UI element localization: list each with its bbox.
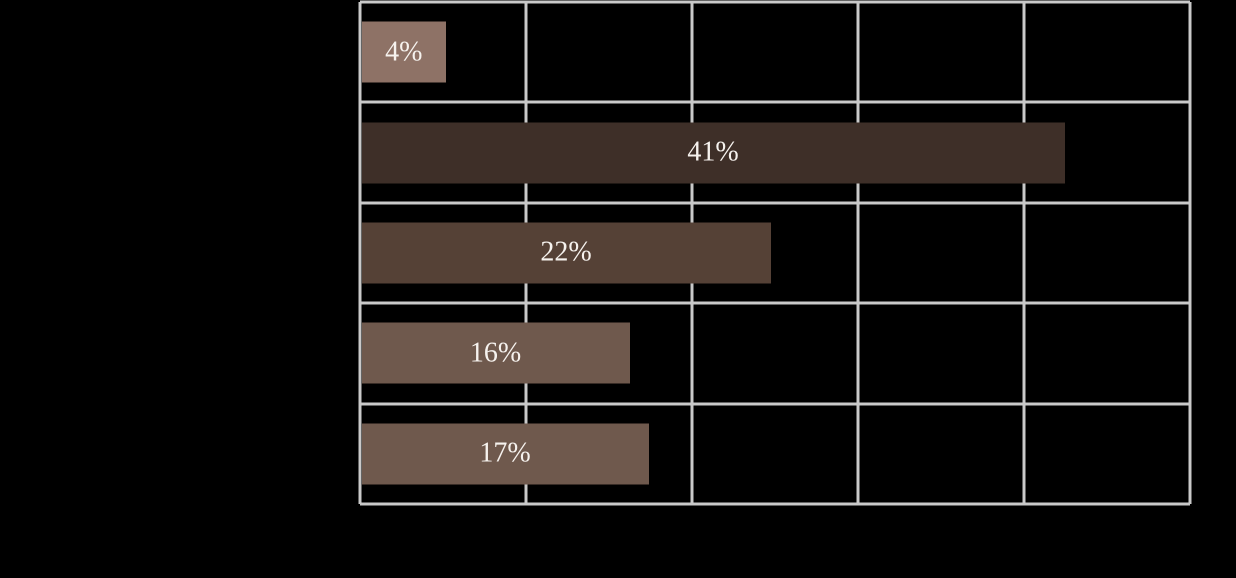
bar-row: 41% [360, 102, 1190, 202]
bar-row: 16% [360, 303, 1190, 403]
bar-row: 22% [360, 203, 1190, 303]
gridline-horizontal [360, 402, 1190, 406]
gridline-horizontal [360, 100, 1190, 104]
gridline-horizontal [360, 502, 1190, 506]
gridline-vertical [358, 2, 362, 504]
plot-area: 4% 41% 22% 16% 17% [358, 0, 1192, 506]
bar-value-label: 4% [385, 36, 423, 68]
bar-value-label: 41% [687, 136, 739, 168]
bar-value-label: 22% [540, 236, 592, 268]
bar-row: 4% [360, 2, 1190, 102]
bar-17pct: 17% [361, 423, 649, 485]
gridline-vertical [856, 2, 860, 504]
gridline-horizontal [360, 0, 1190, 4]
bar-22pct: 22% [361, 222, 771, 284]
bar-16pct: 16% [361, 322, 630, 384]
bar-41pct: 41% [361, 122, 1065, 184]
gridline-vertical [1022, 2, 1026, 504]
gridline-horizontal [360, 201, 1190, 205]
gridline-vertical [1188, 2, 1192, 504]
gridline-horizontal [360, 301, 1190, 305]
bar-value-label: 17% [479, 437, 531, 469]
bar-row: 17% [360, 404, 1190, 504]
bar-value-label: 16% [469, 337, 522, 369]
bar-4pct: 4% [361, 21, 447, 83]
